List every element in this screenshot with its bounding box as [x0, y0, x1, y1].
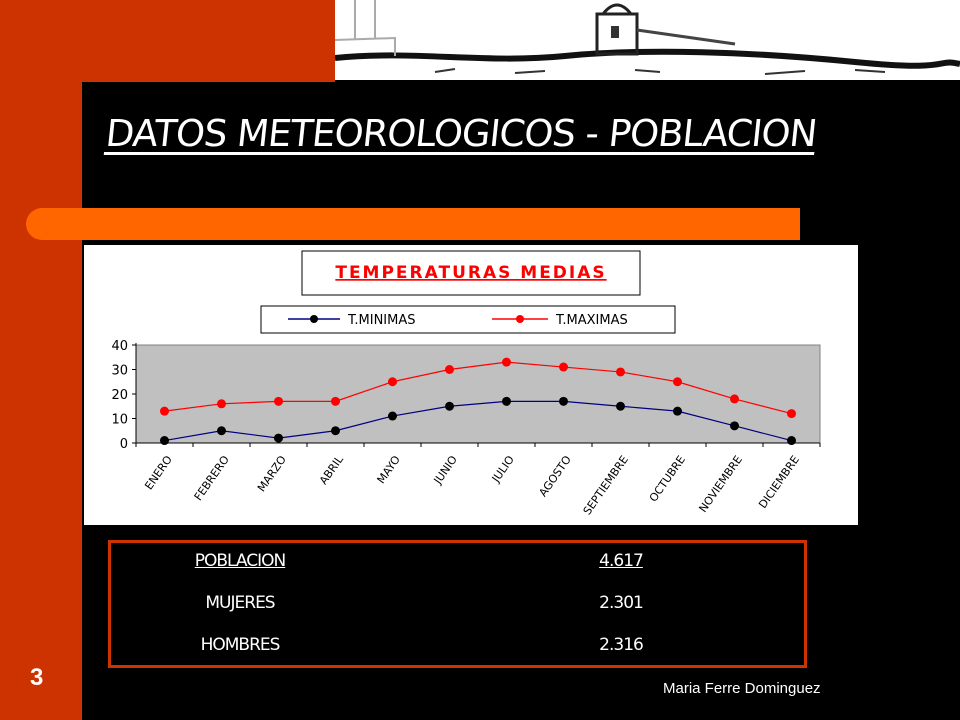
village-sketch-image: [335, 0, 960, 80]
data-point-minimas: [673, 406, 682, 416]
table-label-poblacion: POBLACION: [194, 551, 286, 571]
x-tick-label: AGOSTO: [536, 453, 574, 499]
data-point-minimas: [217, 426, 226, 436]
table-label-mujeres: MUJERES: [205, 593, 275, 613]
data-point-maximas: [787, 409, 796, 419]
data-point-minimas: [388, 411, 397, 421]
data-point-maximas: [616, 367, 625, 377]
data-point-maximas: [388, 377, 397, 387]
data-point-maximas: [331, 396, 340, 406]
series-line-minimas: [164, 400, 792, 442]
x-tick-label: FEBRERO: [192, 453, 233, 503]
sketch-church-roof: [636, 28, 736, 46]
y-tick-label: 40: [111, 339, 128, 354]
chart-plot-area: 0 10 20 30 40 ENERO FEBRERO MARZO ABRIL MAYO JUNIO…: [111, 339, 821, 517]
data-point-maximas: [502, 357, 511, 367]
title-divider-bar: [26, 208, 800, 240]
chart-title: TEMPERATURAS MEDIAS: [335, 263, 606, 283]
chart-title-box: [301, 250, 641, 296]
data-point-maximas: [217, 399, 226, 409]
temperature-chart: TEMPERATURAS MEDIAS T.MINIMAS T.MAXIMAS …: [84, 245, 858, 525]
legend-label-minimas: T.MINIMAS: [347, 313, 416, 328]
sketch-left-building: [335, 0, 396, 56]
data-point-minimas: [160, 436, 169, 446]
sketch-church-tower: [595, 12, 639, 56]
x-tick-label: SEPTIEMBRE: [581, 453, 631, 517]
table-value-mujeres: 2.301: [599, 593, 644, 613]
sketch-church-dome: [601, 3, 633, 15]
data-point-maximas: [730, 394, 739, 404]
top-accent-band: [82, 0, 335, 82]
data-point-maximas: [274, 396, 283, 406]
data-point-minimas: [274, 433, 283, 443]
y-tick-label: 0: [120, 437, 128, 452]
sketch-ground-detail: [434, 68, 886, 75]
data-point-minimas: [730, 421, 739, 431]
plot-background: [135, 344, 821, 444]
x-tick-label: NOVIEMBRE: [696, 453, 745, 515]
left-accent-band: [0, 0, 82, 720]
data-point-minimas: [445, 401, 454, 411]
x-tick-label: JUNIO: [431, 453, 460, 487]
data-point-minimas: [502, 396, 511, 406]
table-value-hombres: 2.316: [599, 635, 644, 655]
data-point-minimas: [331, 426, 340, 436]
population-table: POBLACION 4.617 MUJERES 2.301 HOMBRES 2.…: [108, 540, 807, 668]
y-tick-label: 30: [111, 364, 128, 379]
data-point-minimas: [559, 396, 568, 406]
x-tick-label: ABRIL: [317, 453, 347, 487]
temperature-chart-svg: TEMPERATURAS MEDIAS T.MINIMAS T.MAXIMAS …: [111, 250, 821, 517]
table-label-hombres: HOMBRES: [200, 635, 281, 655]
table-value-poblacion: 4.617: [599, 551, 644, 571]
x-tick-label: OCTUBRE: [647, 453, 688, 504]
data-point-minimas: [616, 401, 625, 411]
x-tick-label: MARZO: [255, 453, 289, 494]
table-row-hombres: HOMBRES 2.316: [111, 635, 804, 665]
legend-marker-maximas: [516, 315, 524, 323]
x-tick-label: ENERO: [142, 453, 175, 492]
legend-marker-minimas: [310, 315, 318, 323]
table-row-mujeres: MUJERES 2.301: [111, 593, 804, 623]
sketch-church-window: [611, 26, 619, 38]
slide-title: DATOS METEOROLOGICOS - POBLACION: [103, 112, 819, 155]
table-row-poblacion: POBLACION 4.617: [111, 551, 804, 581]
data-point-maximas: [160, 406, 169, 416]
x-tick-label: MAYO: [375, 453, 404, 486]
data-point-minimas: [787, 436, 796, 446]
author-footer: Maria Ferre Dominguez: [663, 680, 821, 697]
x-tick-label: JULIO: [489, 453, 517, 486]
data-point-maximas: [559, 362, 568, 372]
slide-number: 3: [30, 664, 44, 691]
series-line-maximas: [164, 361, 792, 415]
x-tick-label: DICIEMBRE: [756, 453, 802, 511]
data-point-maximas: [445, 365, 454, 374]
data-point-maximas: [673, 377, 682, 387]
y-tick-label: 10: [111, 413, 128, 428]
legend-label-maximas: T.MAXIMAS: [555, 313, 628, 328]
sketch-ground-line: [335, 48, 960, 69]
y-tick-label: 20: [111, 388, 128, 403]
